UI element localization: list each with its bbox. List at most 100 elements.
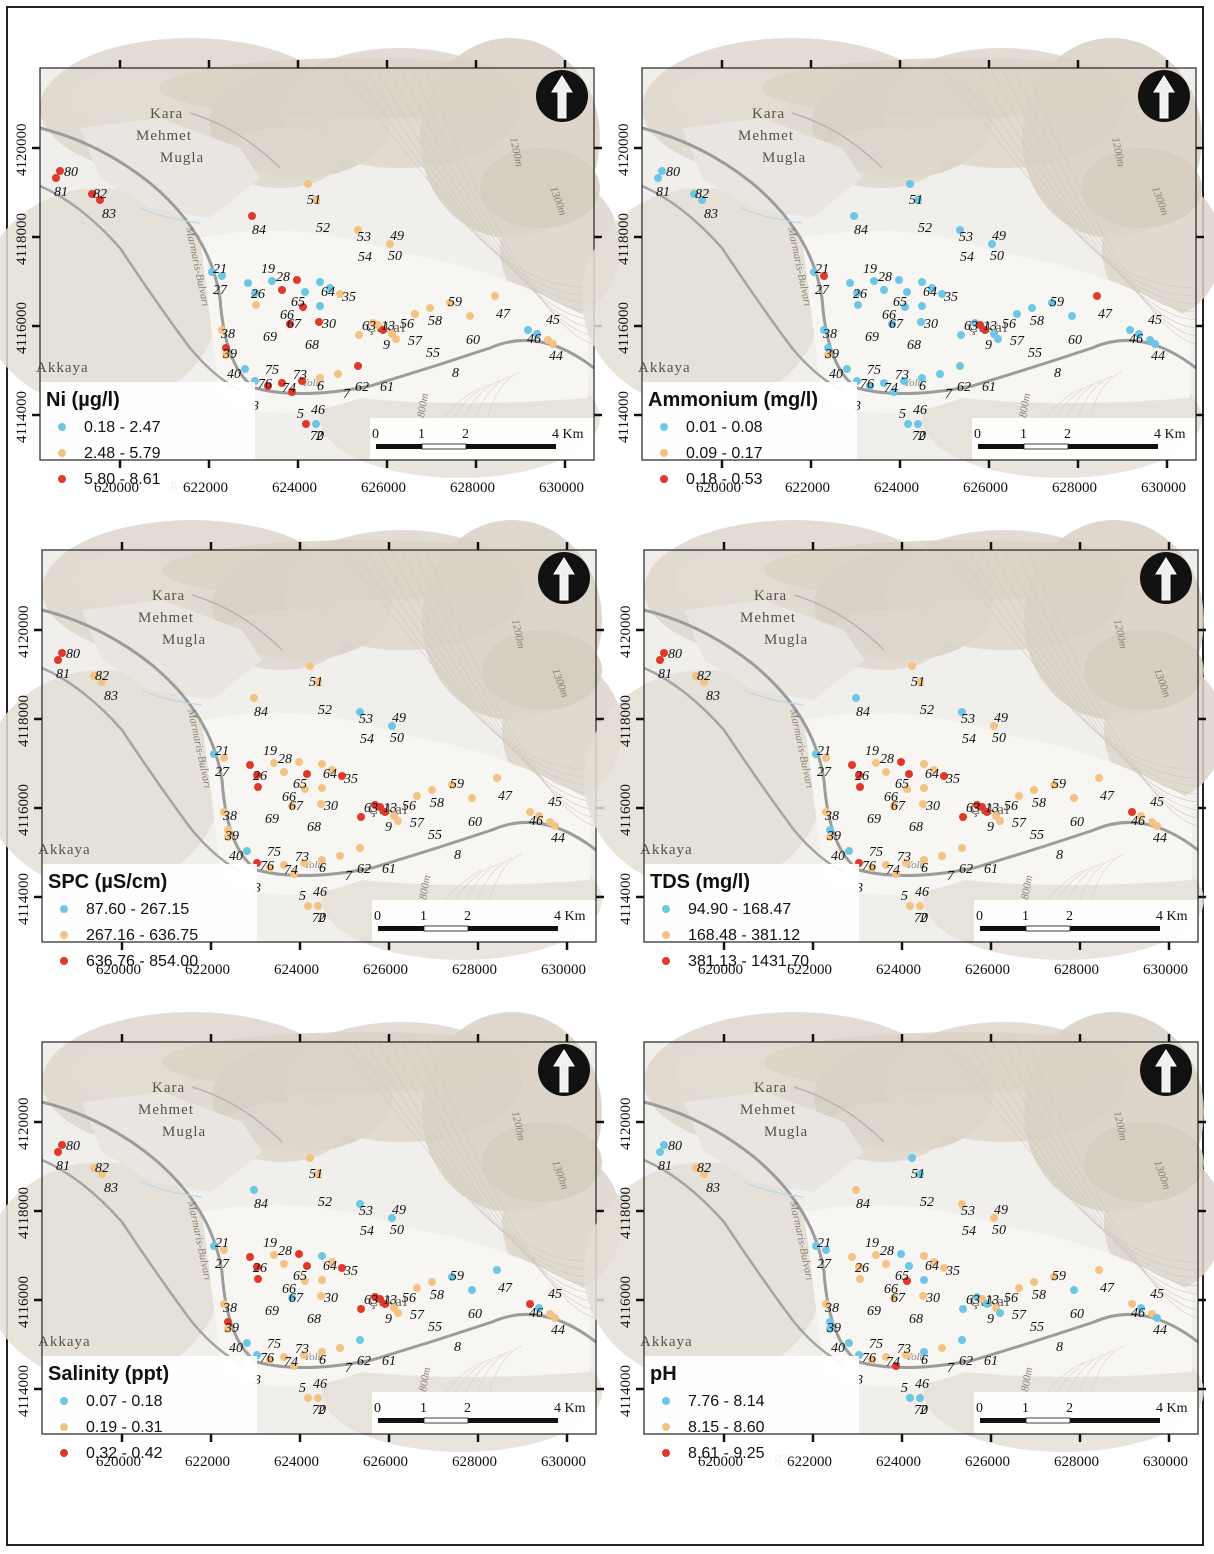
- site-label: 55: [1028, 346, 1042, 361]
- site-label: 8: [452, 366, 459, 381]
- sample-point: [252, 301, 260, 309]
- legend-swatch-high: [660, 475, 668, 483]
- site-label: 81: [658, 1159, 672, 1174]
- sample-point: [253, 1263, 261, 1271]
- site-label: 50: [992, 1223, 1006, 1238]
- site-label: 80: [668, 1139, 682, 1154]
- sample-point: [317, 800, 325, 808]
- sample-point: [280, 768, 288, 776]
- contour-label: 800m: [415, 392, 431, 418]
- site-label: 66: [882, 308, 896, 323]
- sample-point: [890, 388, 898, 396]
- site-label: 6: [921, 1353, 928, 1368]
- site-label: 58: [428, 314, 442, 329]
- site-label: 61: [382, 862, 396, 877]
- x-tick-label: 620000: [96, 1454, 141, 1470]
- site-label: 53: [961, 712, 975, 727]
- contour-line: [425, 549, 597, 827]
- site-label: 9: [385, 820, 392, 835]
- contour-line: [943, 549, 1199, 771]
- contour-line: [967, 1041, 1199, 1279]
- site-label: 44: [551, 831, 565, 846]
- sample-point: [1137, 1304, 1145, 1312]
- site-label: 40: [229, 849, 243, 864]
- site-label: 64: [923, 285, 937, 300]
- sample-point: [1070, 1286, 1078, 1294]
- sample-point: [381, 1300, 389, 1308]
- site-label: 46: [311, 403, 325, 418]
- scale-bar: 0 1 2 4 Km: [974, 900, 1198, 942]
- sample-point: [220, 754, 228, 762]
- sample-point: [872, 1251, 880, 1259]
- site-label: 2: [318, 911, 325, 926]
- sample-point: [354, 362, 362, 370]
- y-tick-label: 4116000: [16, 784, 32, 836]
- x-tick-label: 624000: [876, 962, 921, 978]
- sample-point: [892, 870, 900, 878]
- sample-point: [872, 759, 880, 767]
- site-label: 70: [912, 429, 926, 444]
- x-tick-label: 620000: [96, 962, 141, 978]
- place-label-p1: Kara: [754, 1080, 787, 1096]
- map-frame: [641, 67, 1197, 461]
- sample-point: [958, 708, 966, 716]
- sample-point: [493, 1266, 501, 1274]
- x-tick-label: 626000: [965, 962, 1010, 978]
- sample-point: [956, 362, 964, 370]
- contour-line: [943, 1041, 1199, 1263]
- x-tick-label: 630000: [1143, 1454, 1188, 1470]
- place-label-p3: Mugla: [160, 150, 204, 166]
- site-label: 83: [704, 207, 718, 222]
- site-label: 76: [862, 859, 876, 874]
- place-label-p2: Mehmet: [136, 128, 192, 144]
- sample-point: [976, 321, 984, 329]
- site-label: 40: [831, 1341, 845, 1356]
- site-label: 84: [854, 223, 868, 238]
- sample-point: [990, 722, 998, 730]
- sample-point: [293, 276, 301, 284]
- sample-point: [210, 750, 218, 758]
- sample-point: [700, 678, 708, 686]
- y-tick-label: 4114000: [618, 1365, 634, 1417]
- scale-label: 2: [1064, 427, 1071, 442]
- sample-point: [388, 722, 396, 730]
- site-label: 62: [957, 380, 971, 395]
- contour-label: 800m: [1017, 392, 1033, 418]
- sample-point: [820, 272, 828, 280]
- site-label: 5: [901, 889, 908, 904]
- site-label: 59: [448, 295, 462, 310]
- contour-line: [953, 67, 1197, 297]
- site-label: 52: [316, 221, 330, 236]
- relief-shade: [0, 1162, 222, 1382]
- place-label-p1: Kara: [152, 588, 185, 604]
- sample-point: [882, 1260, 890, 1268]
- sample-point: [822, 1246, 830, 1254]
- site-label: 60: [468, 1307, 482, 1322]
- sample-point: [882, 1353, 890, 1361]
- sample-point: [956, 226, 964, 234]
- contour-line: [389, 1041, 597, 1295]
- sample-point: [812, 750, 820, 758]
- legend-swatch-low: [662, 905, 670, 913]
- site-label: 7: [947, 1361, 955, 1376]
- site-label: 56: [402, 799, 416, 814]
- sample-point: [850, 212, 858, 220]
- site-label: 59: [1052, 777, 1066, 792]
- site-label: 21: [817, 1236, 831, 1251]
- sample-point: [312, 196, 320, 204]
- sample-point: [822, 808, 830, 816]
- sample-point: [270, 759, 278, 767]
- sample-point: [317, 1292, 325, 1300]
- x-tick-label: 630000: [1141, 480, 1186, 496]
- x-tick-label: 626000: [965, 1454, 1010, 1470]
- place-label-p3: Mugla: [762, 150, 806, 166]
- sample-point: [318, 760, 326, 768]
- legend-title: Ammonium (mg/l): [648, 389, 818, 411]
- x-tick-label: 622000: [185, 962, 230, 978]
- site-label: 44: [551, 1323, 565, 1338]
- contour-line: [377, 549, 597, 795]
- contour-line: [353, 1041, 597, 1271]
- legend-swatch-mid: [58, 449, 66, 457]
- sample-point: [524, 326, 532, 334]
- scale-bar: 0 1 2 4 Km: [370, 418, 594, 460]
